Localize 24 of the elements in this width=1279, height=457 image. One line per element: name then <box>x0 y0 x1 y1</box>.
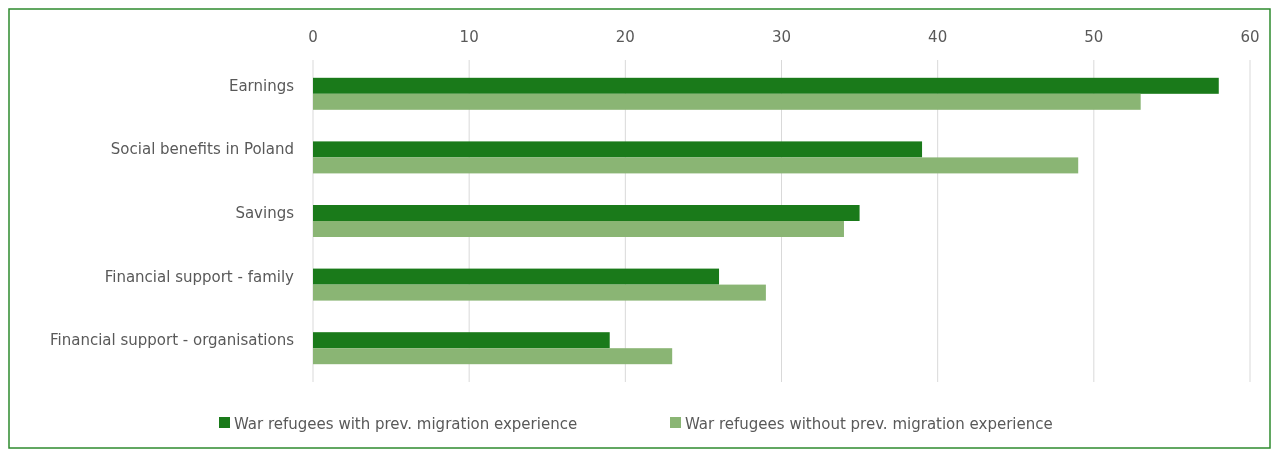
x-tick-label: 50 <box>1084 28 1104 46</box>
x-tick-label: 20 <box>615 28 635 46</box>
y-tick-label: Financial support - organisations <box>49 331 295 350</box>
legend-label: War refugees without prev. migration experience <box>685 415 1053 433</box>
legend-label: War refugees with prev. migration experience <box>234 415 578 433</box>
bar <box>313 348 673 365</box>
bar <box>313 157 1079 174</box>
bar <box>313 284 766 301</box>
bar <box>313 268 720 285</box>
y-tick-label: Financial support - family <box>104 267 295 286</box>
y-tick-label: Social benefits in Poland <box>110 140 294 159</box>
x-tick-label: 40 <box>928 28 948 46</box>
bar <box>313 141 923 158</box>
x-tick-label: 30 <box>771 28 792 46</box>
x-tick-label: 10 <box>459 28 479 46</box>
y-tick-label: Savings <box>235 204 295 222</box>
y-tick-label: Earnings <box>228 76 295 95</box>
bar <box>313 221 844 237</box>
x-tick-label: 60 <box>1240 28 1260 46</box>
bar <box>313 205 860 221</box>
bar <box>313 93 1141 110</box>
bar <box>313 332 610 349</box>
x-tick-label: 0 <box>308 28 318 46</box>
bar <box>313 77 1219 94</box>
